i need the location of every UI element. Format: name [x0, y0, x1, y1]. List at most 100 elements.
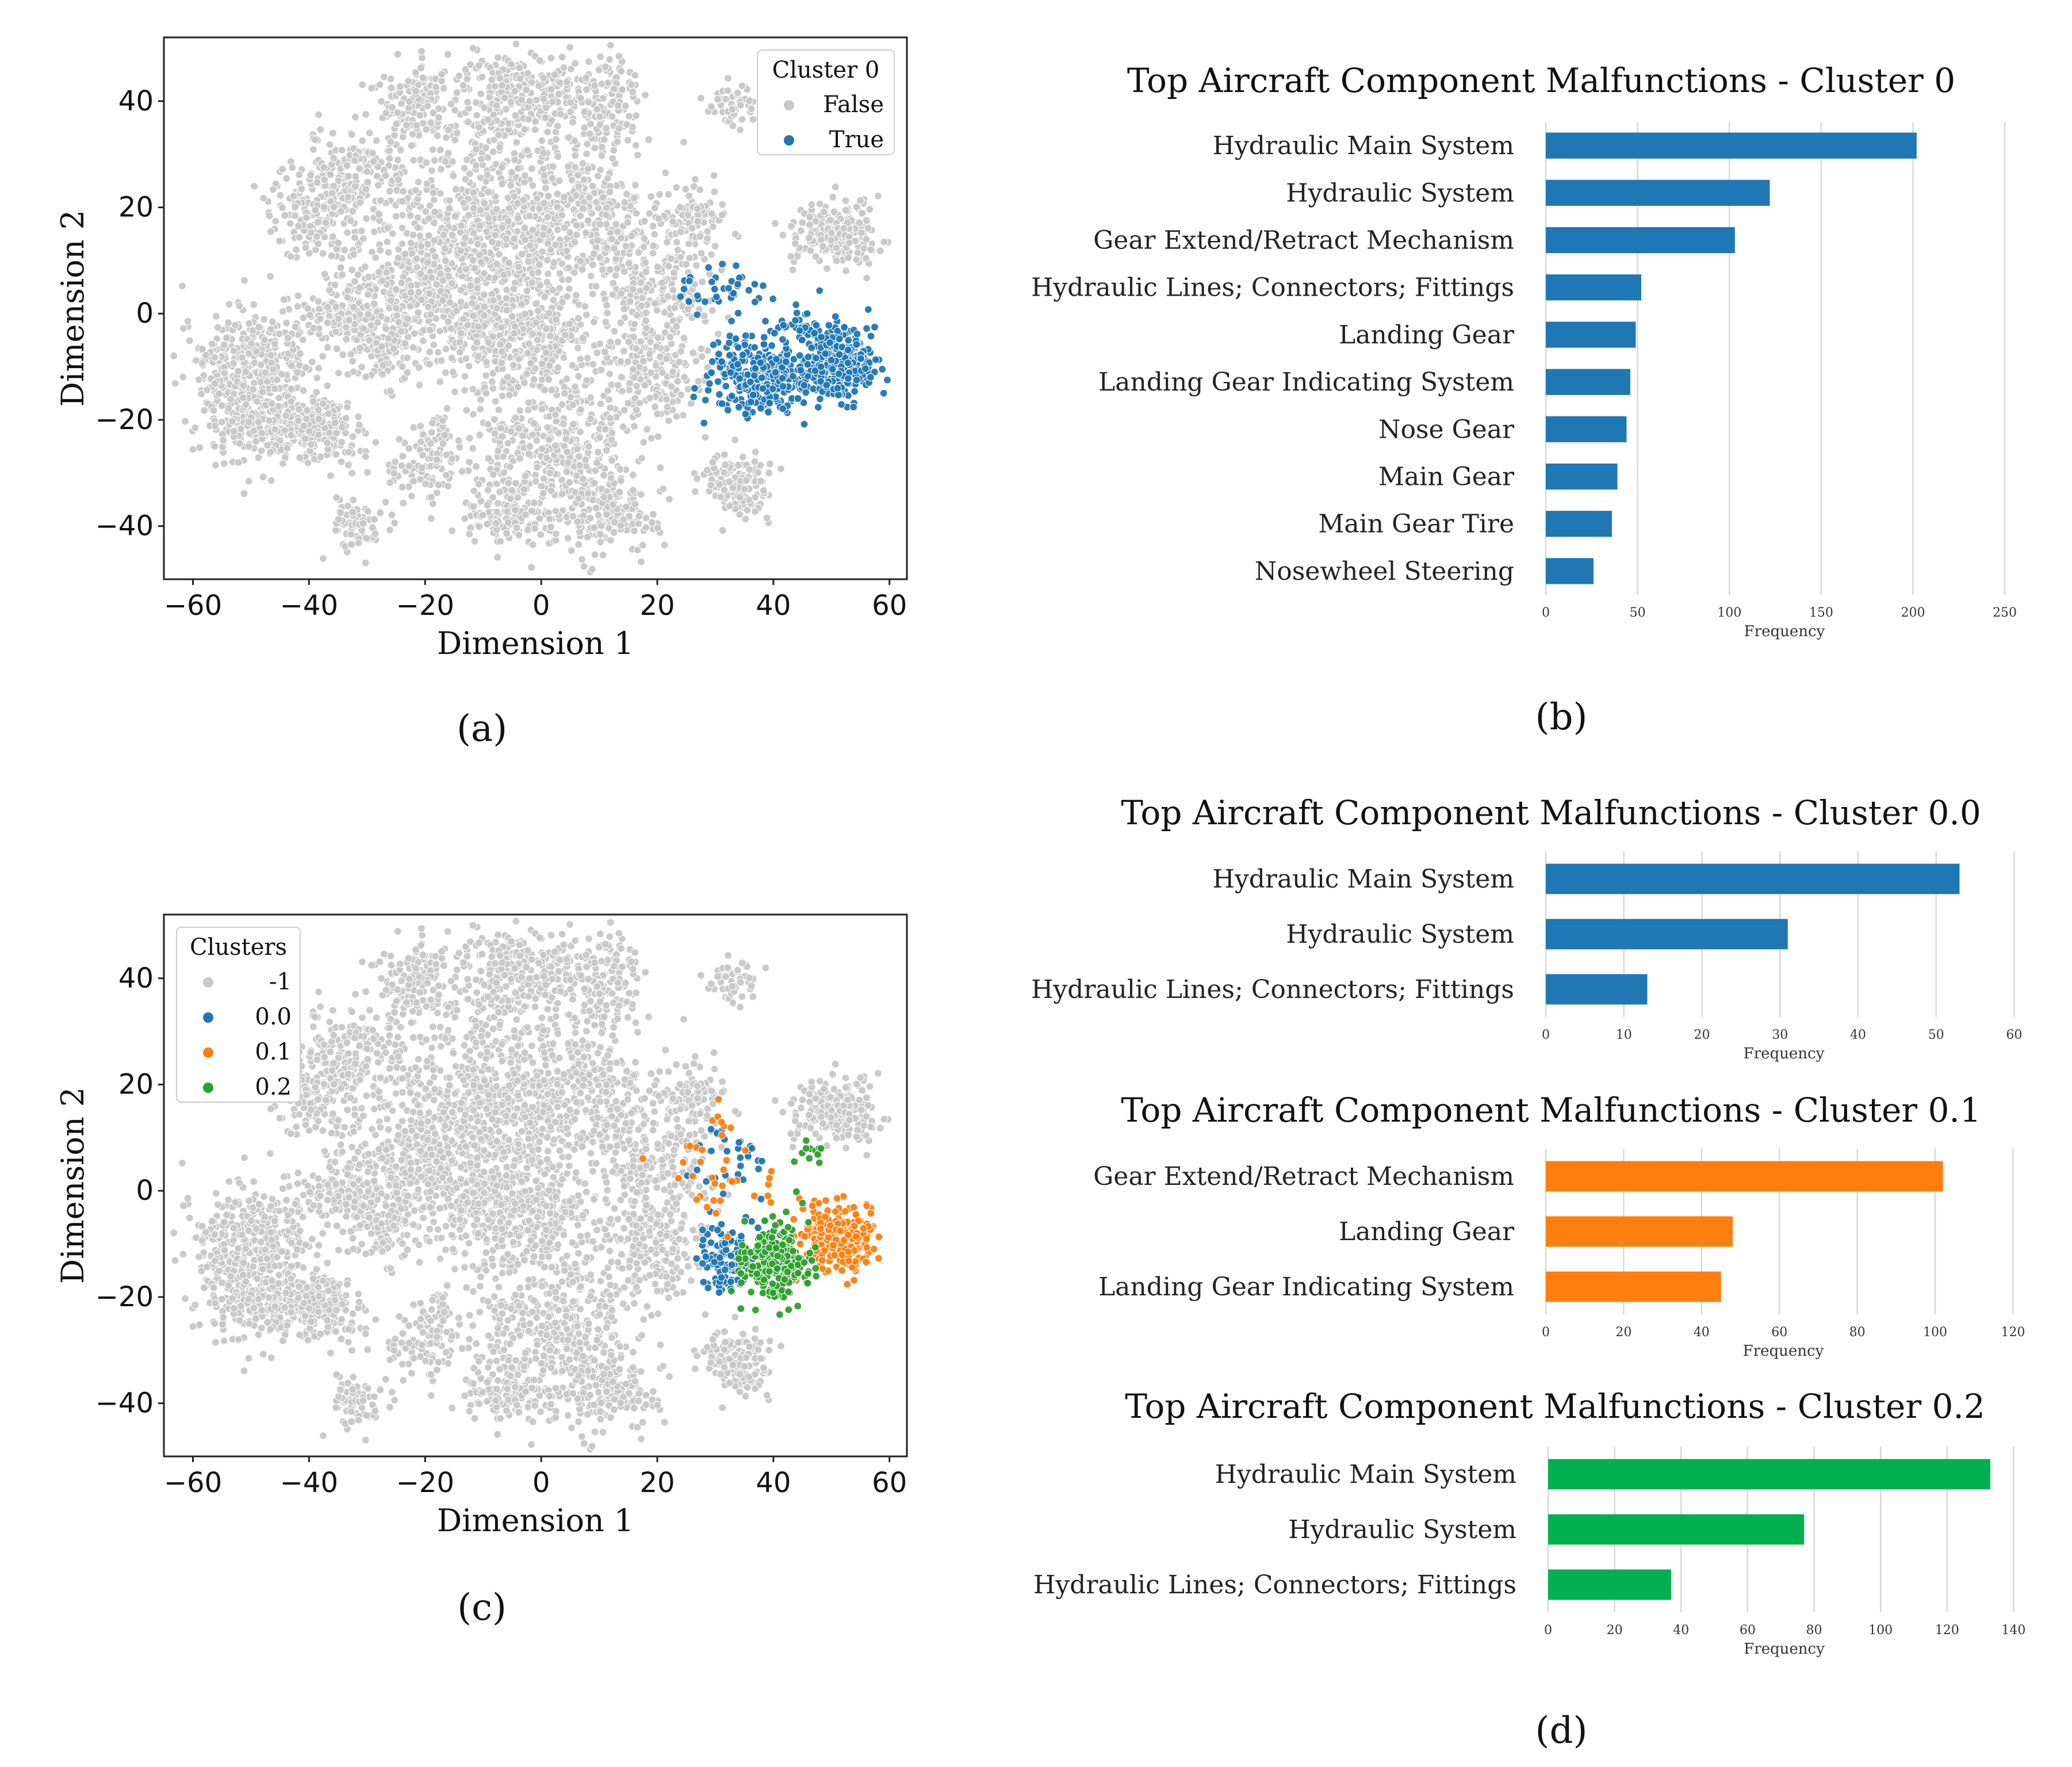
- point-False: [469, 229, 478, 238]
- point-False: [439, 231, 448, 239]
- point-False: [602, 510, 611, 519]
- point-False: [409, 423, 418, 432]
- point-False: [511, 87, 519, 95]
- point-False: [632, 111, 641, 120]
- point-False: [516, 406, 524, 415]
- point-False: [599, 193, 607, 201]
- point-False: [261, 368, 270, 377]
- point-False: [292, 246, 301, 254]
- point-False: [564, 534, 572, 543]
- point-False: [393, 108, 402, 117]
- point-False: [495, 131, 503, 139]
- point-False: [336, 263, 345, 272]
- point-False: [698, 352, 706, 361]
- point-False: [608, 290, 617, 299]
- point-False: [734, 461, 743, 469]
- point-False: [855, 219, 864, 227]
- point-False: [488, 377, 496, 386]
- point-False: [698, 277, 707, 286]
- point-False: [397, 100, 406, 108]
- point-False: [845, 239, 854, 247]
- point-False: [856, 196, 865, 205]
- point-False: [549, 162, 557, 171]
- point-False: [443, 482, 453, 491]
- point-False: [242, 368, 250, 376]
- point-False: [331, 281, 339, 289]
- point-False: [276, 191, 285, 200]
- point-False: [669, 269, 679, 277]
- point-False: [392, 120, 401, 128]
- point-False: [677, 347, 685, 356]
- point-False: [507, 427, 515, 436]
- point-False: [723, 86, 732, 95]
- point-False: [694, 377, 703, 386]
- point-False: [524, 449, 533, 458]
- point-False: [642, 267, 650, 276]
- point-False: [713, 95, 722, 104]
- point-False: [523, 69, 532, 78]
- point-False: [374, 267, 384, 276]
- point-False: [788, 266, 797, 274]
- point-False: [434, 348, 442, 357]
- point-False: [198, 345, 206, 354]
- point-False: [539, 199, 548, 208]
- point-False: [423, 179, 431, 188]
- point-False: [477, 155, 485, 163]
- point-False: [240, 276, 249, 285]
- point-False: [717, 492, 725, 501]
- point-False: [429, 109, 438, 117]
- point-False: [254, 453, 263, 462]
- point-False: [516, 74, 524, 83]
- point-False: [273, 376, 281, 384]
- point-False: [667, 254, 676, 263]
- point-False: [244, 319, 254, 328]
- point-False: [612, 220, 621, 228]
- point-False: [676, 228, 685, 236]
- point-False: [565, 284, 573, 293]
- point-False: [625, 112, 634, 121]
- point-False: [645, 350, 654, 358]
- point-False: [576, 461, 584, 470]
- point-False: [390, 131, 399, 140]
- point-False: [500, 94, 509, 102]
- point-False: [571, 59, 580, 68]
- point-False: [580, 562, 588, 571]
- point-False: [583, 140, 592, 148]
- point-False: [553, 152, 562, 161]
- point-False: [560, 63, 568, 72]
- point-False: [708, 223, 717, 231]
- point-False: [423, 102, 432, 110]
- point-False: [223, 334, 231, 342]
- point-False: [543, 256, 551, 265]
- point-False: [469, 502, 478, 511]
- point-False: [562, 448, 572, 456]
- point-False: [641, 316, 650, 325]
- point-False: [394, 254, 403, 262]
- point-False: [457, 297, 465, 306]
- point-False: [610, 528, 618, 537]
- point-False: [527, 165, 536, 173]
- point-False: [664, 292, 672, 301]
- point-False: [501, 234, 511, 243]
- point-False: [364, 273, 373, 281]
- point-False: [362, 534, 371, 542]
- point-False: [270, 384, 279, 393]
- point-False: [362, 185, 370, 194]
- point-False: [370, 515, 379, 524]
- point-False: [439, 84, 448, 93]
- point-False: [507, 168, 516, 177]
- point-False: [547, 53, 556, 62]
- point-False: [554, 90, 563, 98]
- point-False: [583, 376, 591, 385]
- point-False: [349, 303, 358, 312]
- point-False: [857, 209, 867, 217]
- point-False: [415, 111, 424, 120]
- point-False: [826, 216, 834, 224]
- point-False: [498, 392, 507, 400]
- point-False: [607, 473, 615, 483]
- point-False: [481, 371, 491, 380]
- point-False: [642, 284, 651, 293]
- point-False: [301, 363, 310, 372]
- point-False: [560, 389, 569, 398]
- point-False: [348, 357, 357, 366]
